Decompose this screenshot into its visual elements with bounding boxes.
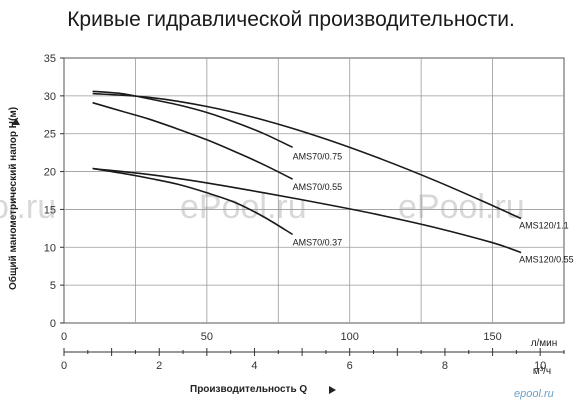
secondary-tick-label: 8 [442,360,448,372]
plot-frame [63,57,565,324]
y-tick-label: 30 [44,91,56,103]
series-label: AMS70/0.55 [293,182,343,192]
y-tick-label: 10 [44,242,56,254]
series-line [92,101,293,180]
y-tick-label: 25 [44,129,56,141]
series-label: AMS120/0.55 [519,255,574,265]
y-tick-label: 20 [44,167,56,179]
series-line [92,92,522,220]
watermark-text: ePool.ru [398,188,525,226]
y-tick-label: 5 [50,280,56,292]
secondary-tick-label: 4 [251,360,257,372]
x-axis-arrow-icon [329,386,336,394]
secondary-tick-label: 6 [347,360,353,372]
series-label: AMS70/0.37 [293,237,343,247]
x-axis-title: Производительность Q [190,384,307,395]
y-tick-label: 35 [44,53,56,65]
secondary-axis-unit: м³/ч [533,366,551,377]
series-label: AMS120/1.1 [519,221,569,231]
grid [63,57,565,324]
chart-title: Кривые гидравлической производительности… [67,8,515,31]
x-tick-label: 150 [483,331,501,343]
x-tick-label: 0 [61,331,67,343]
y-axis-title: Общий манометрический напор H(м) [7,107,19,290]
brand-mark: epool.ru [514,388,554,400]
secondary-tick-label: 0 [61,360,67,372]
watermark-text: ol.ru [0,188,56,226]
y-tick-label: 0 [50,318,56,330]
secondary-tick-label: 2 [156,360,162,372]
series-label: AMS70/0.75 [293,151,343,161]
series-layer: AMS70/0.75 AMS70/0.55 AMS70/0.37 AMS120/1.1… [92,90,574,265]
y-tick-label: 15 [44,204,56,216]
y-axis-arrow-icon [12,118,20,125]
x-tick-label: 100 [341,331,359,343]
x-tick-label: 50 [201,331,213,343]
series-line [92,167,294,236]
x-axis-unit: л/мин [531,338,558,349]
secondary-tick-label: 10 [534,360,546,372]
series-line [92,167,522,254]
series-line [92,90,293,149]
